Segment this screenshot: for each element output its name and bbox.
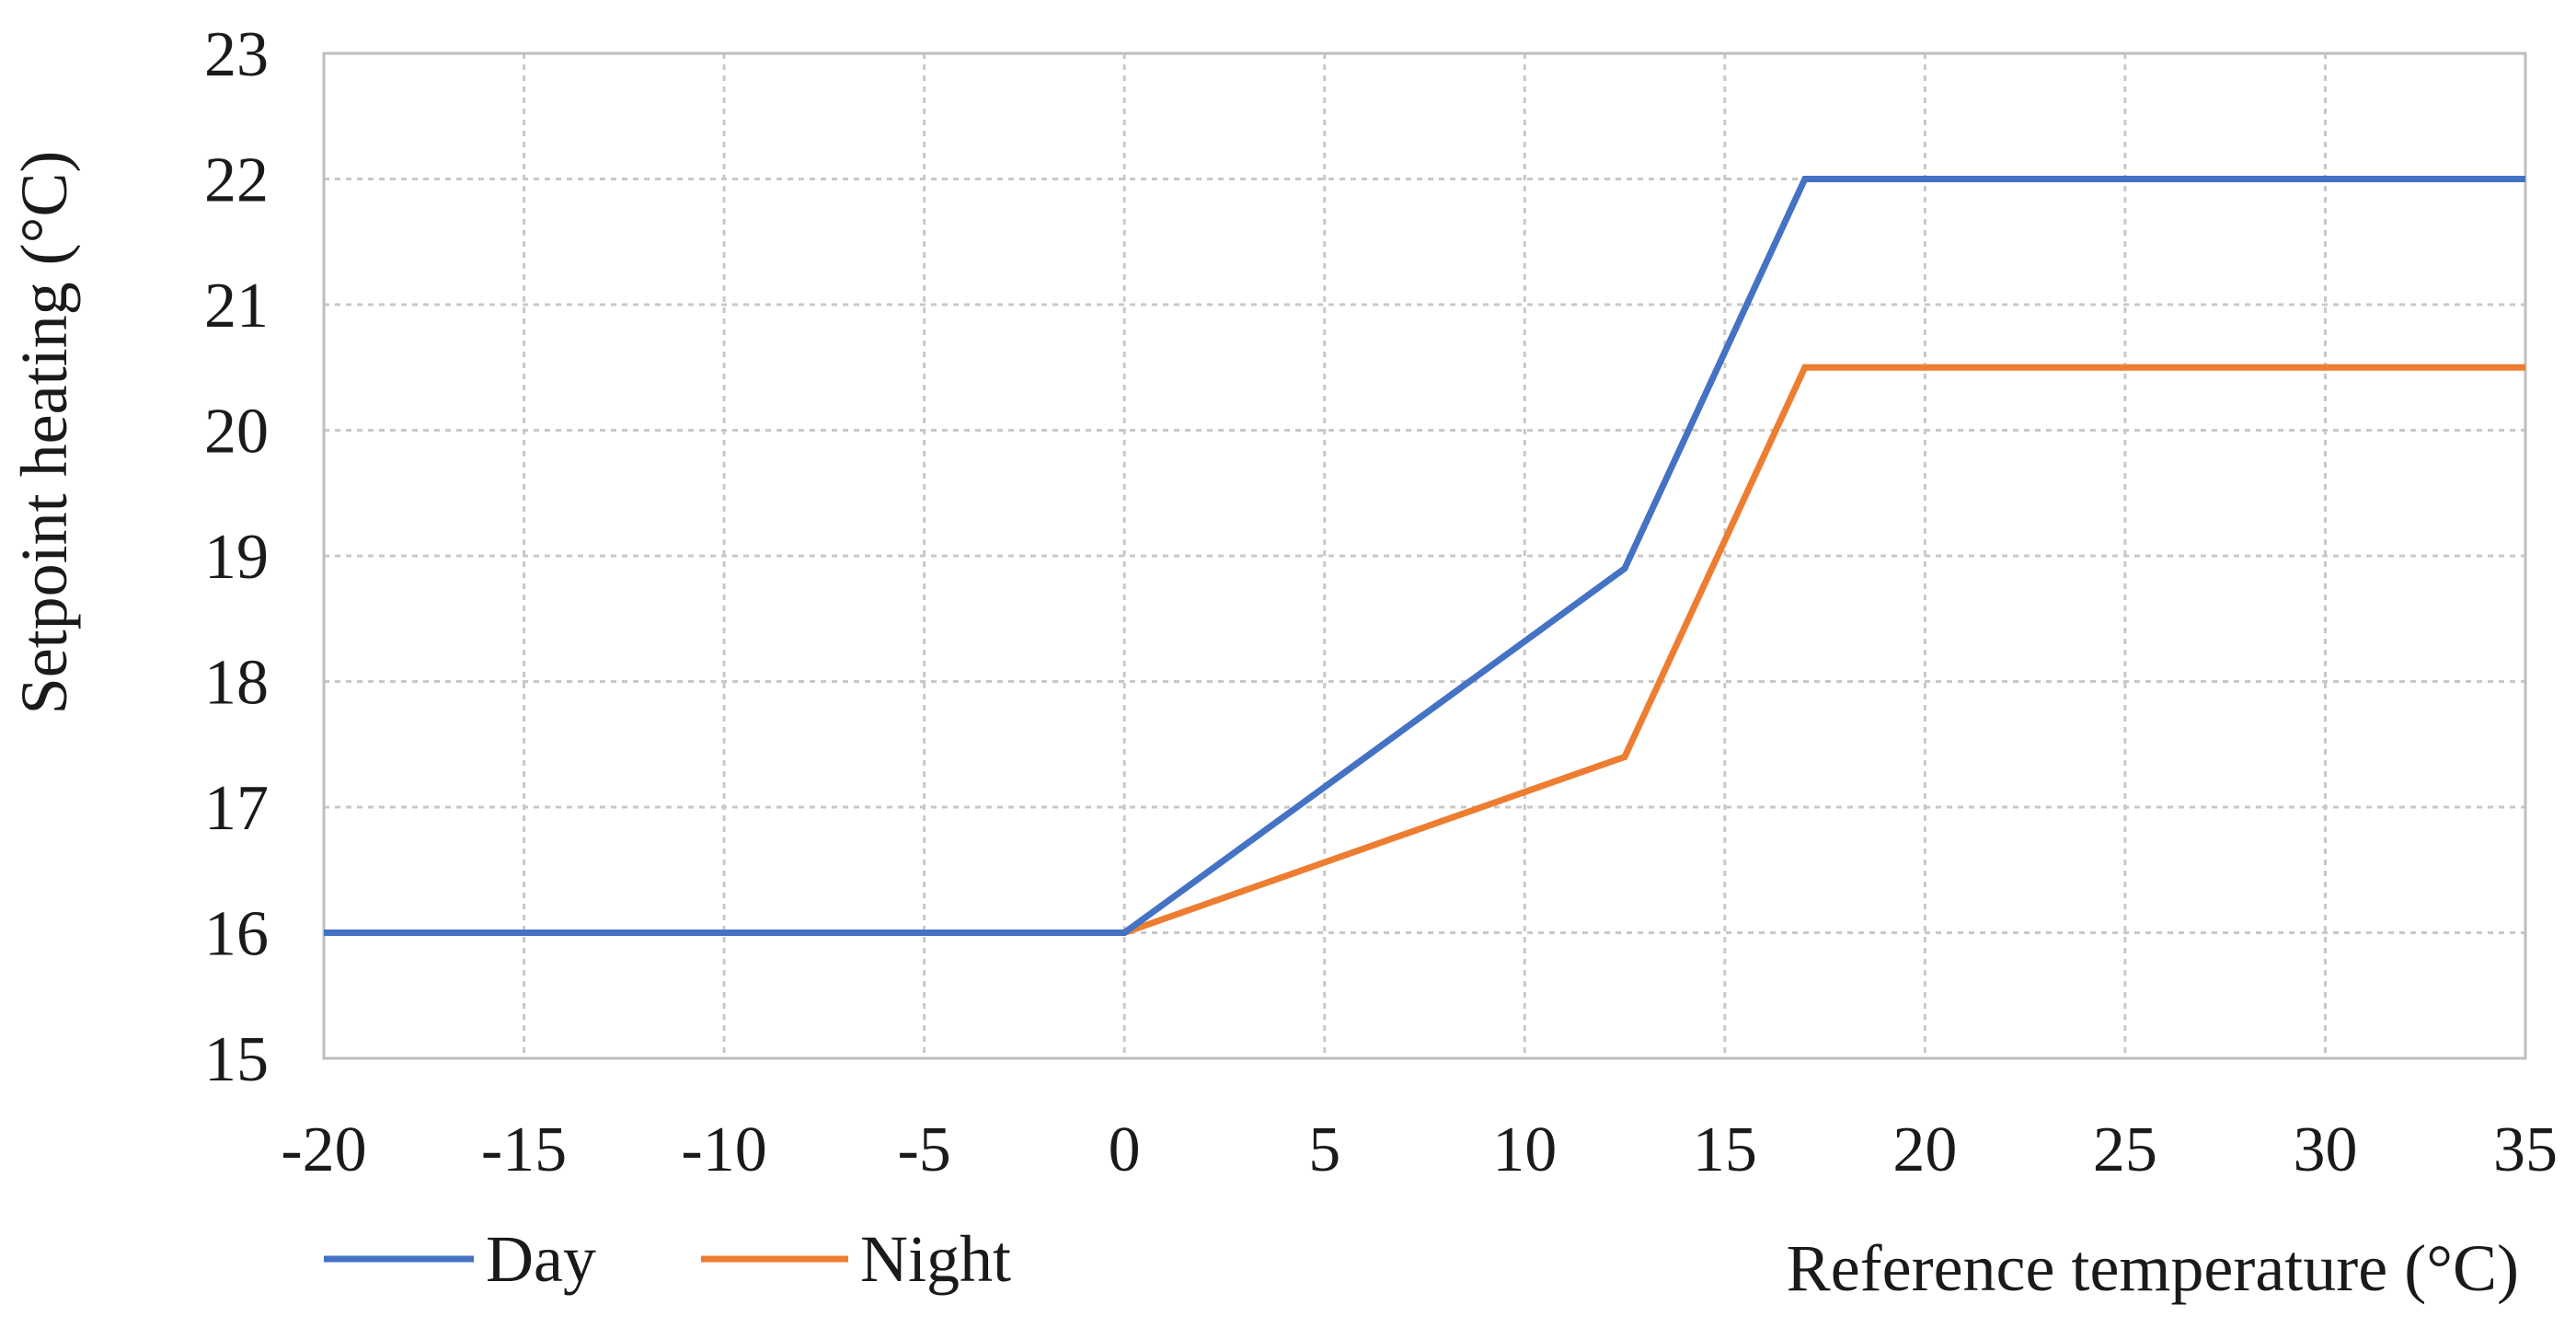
y-tick-label: 17 bbox=[204, 773, 269, 844]
y-tick-label: 21 bbox=[204, 271, 269, 341]
y-tick-label: 19 bbox=[204, 522, 269, 593]
series-line-night bbox=[324, 364, 2525, 936]
series-line-day bbox=[324, 176, 2525, 936]
y-tick-label: 16 bbox=[204, 899, 269, 970]
x-tick-label: -10 bbox=[681, 1114, 766, 1185]
x-tick-labels: -20 -15 -10 -5 0 5 10 15 20 25 30 35 bbox=[281, 1114, 2558, 1185]
x-tick-label: 0 bbox=[1109, 1114, 1141, 1185]
x-tick-label: 35 bbox=[2493, 1114, 2558, 1185]
y-tick-label: 15 bbox=[204, 1024, 269, 1095]
y-tick-label: 22 bbox=[204, 145, 269, 216]
x-tick-label: 10 bbox=[1492, 1114, 1557, 1185]
y-axis-label: Setpoint heating (°C) bbox=[7, 151, 81, 715]
legend-label-day: Day bbox=[486, 1222, 596, 1296]
y-tick-labels: 15 16 17 18 19 20 21 22 23 bbox=[204, 19, 269, 1095]
x-tick-label: -5 bbox=[897, 1114, 950, 1185]
y-tick-label: 23 bbox=[204, 19, 269, 90]
y-tick-label: 18 bbox=[204, 648, 269, 719]
x-tick-label: 30 bbox=[2293, 1114, 2357, 1185]
series-layer bbox=[324, 176, 2525, 936]
x-tick-label: 20 bbox=[1892, 1114, 1957, 1185]
x-tick-label: -15 bbox=[481, 1114, 567, 1185]
x-tick-label: 15 bbox=[1693, 1114, 1757, 1185]
y-tick-label: 20 bbox=[204, 397, 269, 468]
grid bbox=[322, 52, 2527, 1060]
legend: Day Night bbox=[324, 1222, 1011, 1296]
plot-area bbox=[322, 52, 2527, 1060]
x-tick-label: 25 bbox=[2093, 1114, 2157, 1185]
legend-label-night: Night bbox=[860, 1222, 1011, 1296]
x-axis-label: Reference temperature (°C) bbox=[1787, 1231, 2519, 1305]
x-tick-label: 5 bbox=[1308, 1114, 1340, 1185]
x-tick-label: -20 bbox=[281, 1114, 366, 1185]
